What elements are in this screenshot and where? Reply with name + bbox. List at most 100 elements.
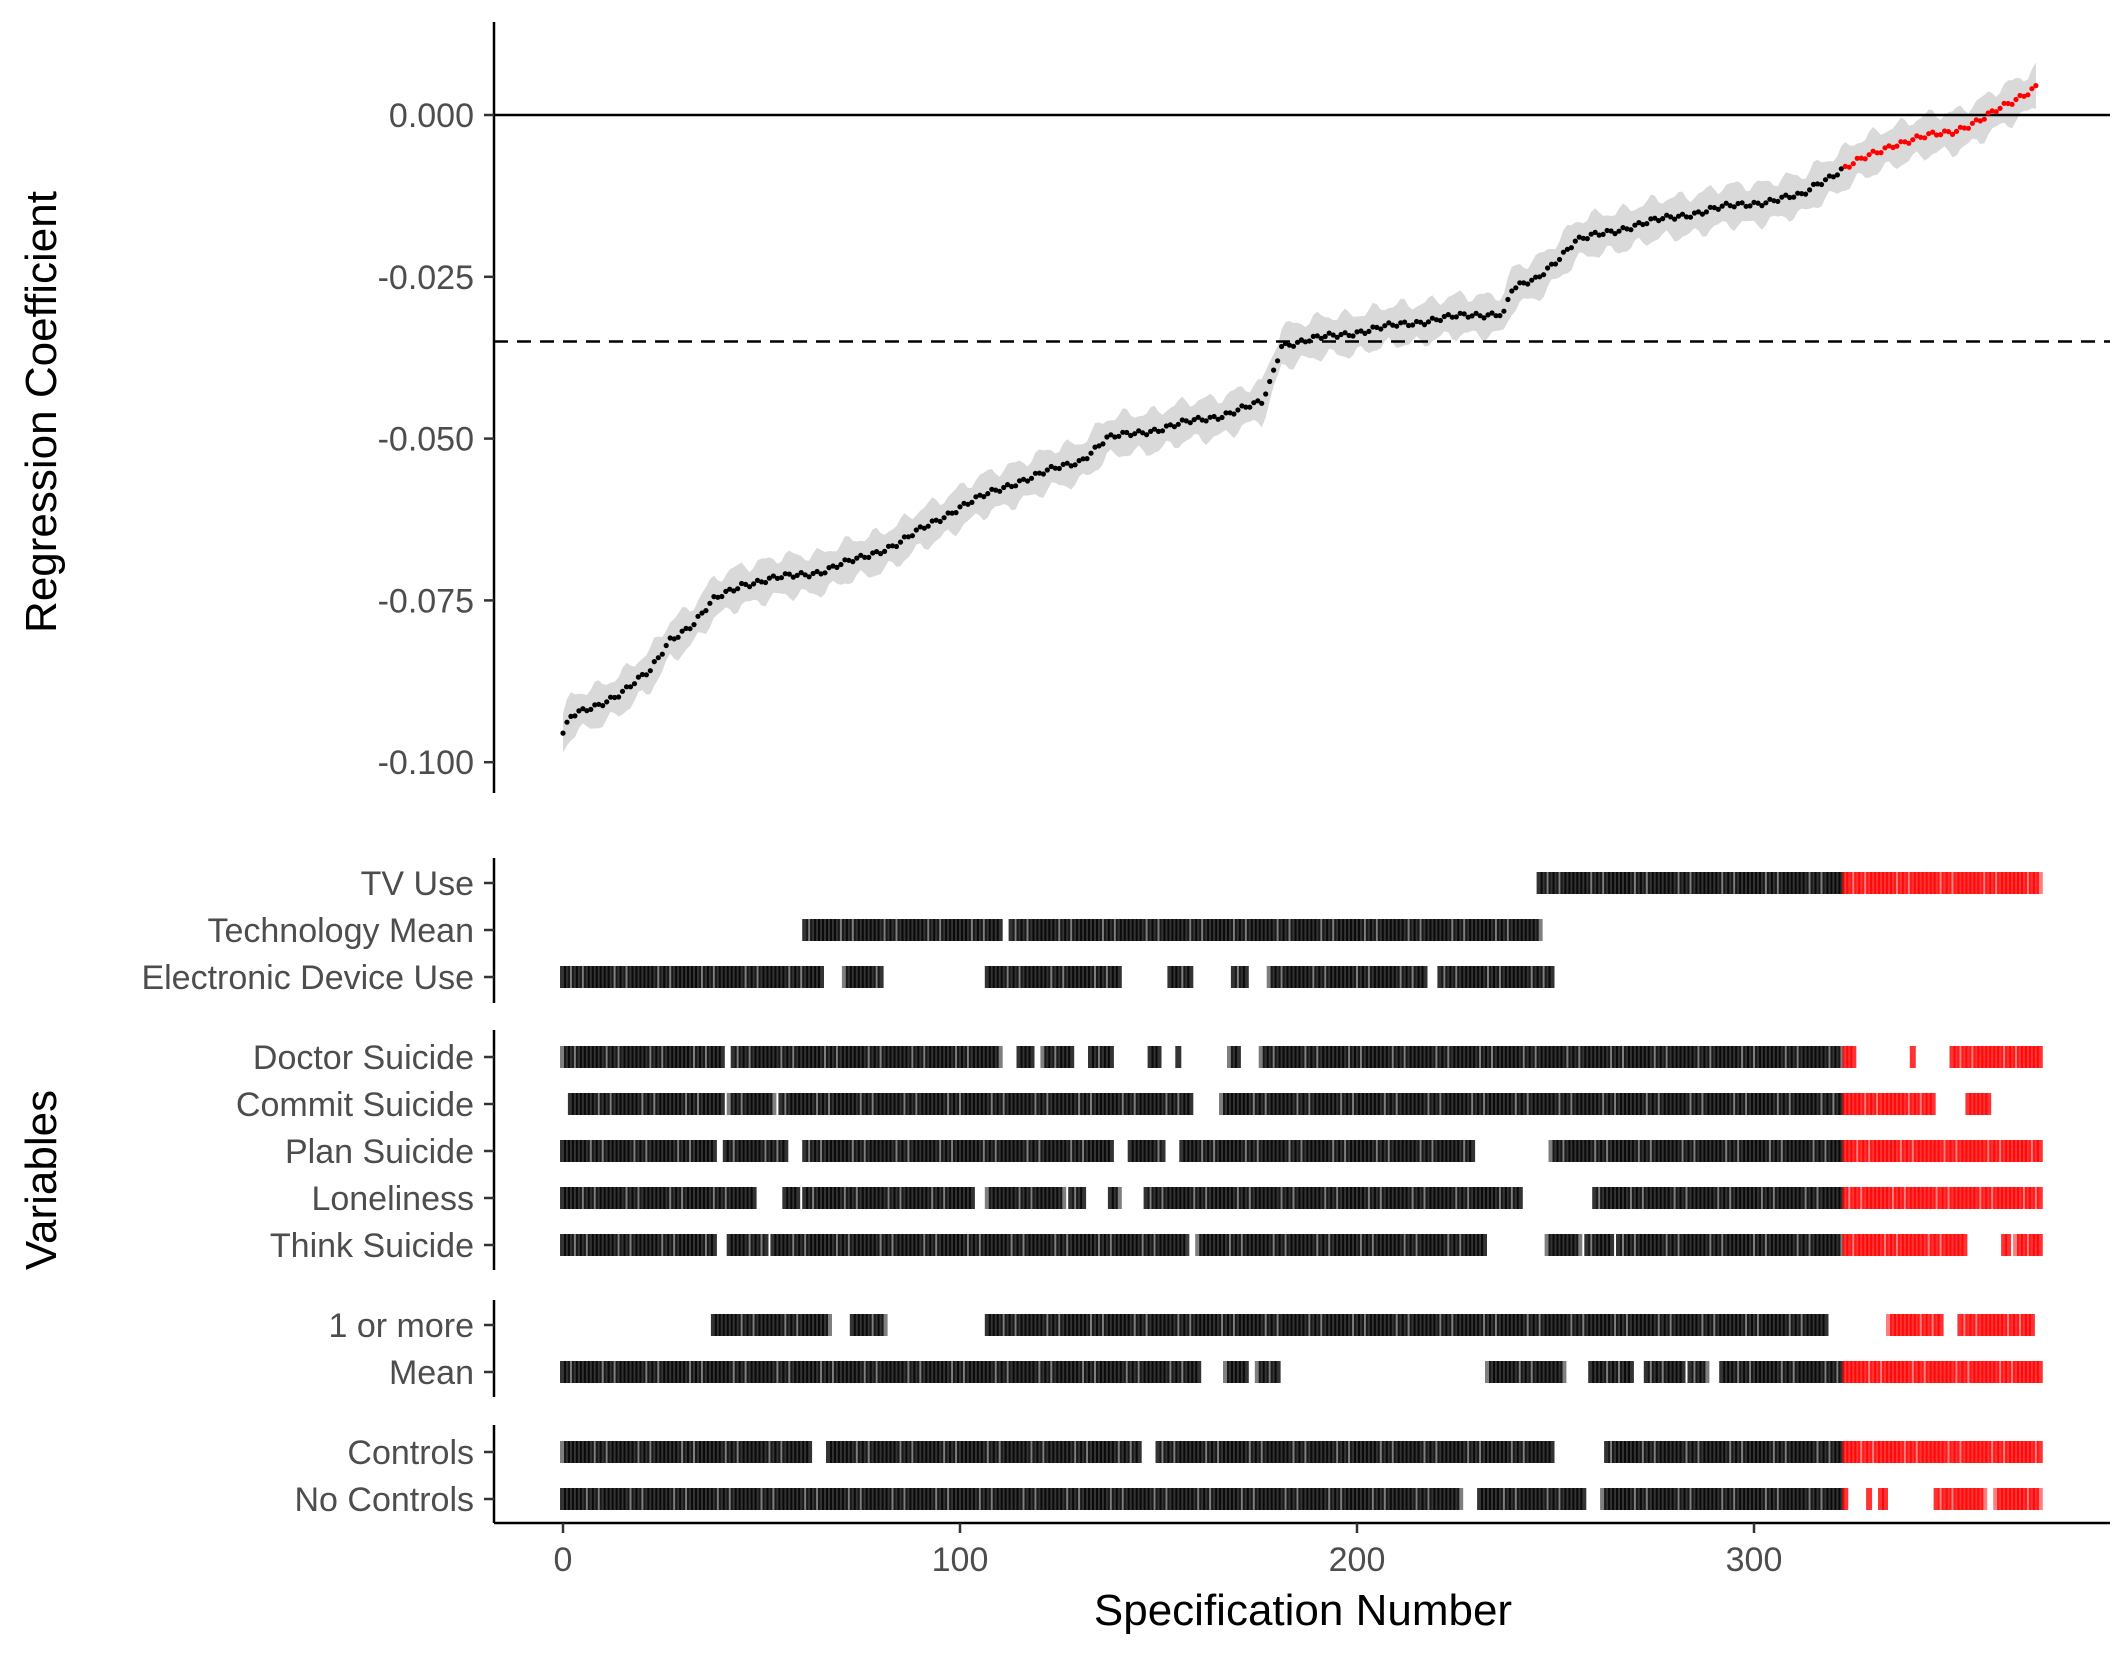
tile-mark — [778, 1441, 785, 1463]
x-tick-label: 0 — [554, 1541, 573, 1579]
tile-mark — [1794, 1441, 1801, 1463]
tile-mark — [714, 1187, 721, 1209]
tile-mark — [1409, 1488, 1416, 1510]
tile-mark — [1119, 1488, 1126, 1510]
tile-mark — [980, 1361, 987, 1383]
tile-mark — [1695, 1361, 1702, 1383]
tile-mark — [1064, 1046, 1071, 1068]
tile-mark — [2028, 1441, 2035, 1463]
tile-mark — [1461, 1093, 1468, 1115]
tile-mark — [1183, 1140, 1190, 1162]
tile-mark — [2024, 1046, 2031, 1068]
tile-mark — [1314, 1234, 1321, 1256]
tile-mark — [1818, 1140, 1825, 1162]
tile-mark — [1107, 1314, 1114, 1336]
tile-mark — [794, 1441, 801, 1463]
tile-mark — [1707, 1093, 1714, 1115]
tile-mark — [1909, 872, 1916, 894]
row-label: Commit Suicide — [236, 1086, 474, 1124]
tile-mark — [1234, 1046, 1241, 1068]
tile-mark — [1262, 919, 1269, 941]
tile-mark — [1743, 1187, 1750, 1209]
tile-mark — [1747, 1187, 1753, 1209]
tile-mark — [571, 1140, 578, 1162]
tile-mark — [1620, 1488, 1626, 1510]
tile-mark — [1659, 1361, 1666, 1383]
coefficient-point — [1664, 212, 1670, 218]
tile-mark — [611, 1441, 618, 1463]
tile-mark — [671, 1140, 678, 1162]
tile-mark — [1092, 966, 1098, 988]
tile-mark — [1659, 1093, 1666, 1115]
tile-mark — [571, 1488, 578, 1510]
tile-mark — [770, 1488, 777, 1510]
tile-mark — [1282, 1046, 1289, 1068]
tile-mark — [1639, 1046, 1646, 1068]
coefficient-point — [1751, 199, 1757, 205]
tile-mark — [853, 1314, 860, 1336]
tile-mark — [1882, 1234, 1888, 1256]
tile-mark — [1473, 1441, 1480, 1463]
tile-mark — [873, 1314, 880, 1336]
coefficient-point — [560, 730, 566, 736]
tile-mark — [802, 1046, 809, 1068]
tile-mark — [1552, 1488, 1559, 1510]
tile-mark — [1691, 1488, 1698, 1510]
coefficient-point — [1926, 131, 1932, 137]
tile-mark — [1457, 1187, 1464, 1209]
tile-mark — [1826, 1234, 1833, 1256]
tile-mark — [1155, 1361, 1162, 1383]
tile-mark — [853, 1093, 860, 1115]
tile-mark — [1866, 872, 1873, 894]
tile-mark — [1778, 1046, 1785, 1068]
tile-mark — [1532, 919, 1539, 941]
tile-mark — [968, 1361, 975, 1383]
tile-mark — [1731, 1187, 1738, 1209]
tile-mark — [1651, 1234, 1658, 1256]
tile-mark — [1500, 1361, 1507, 1383]
tile-mark — [1905, 872, 1912, 894]
tile-mark — [1909, 1187, 1916, 1209]
tile-mark — [1822, 1361, 1829, 1383]
tile-mark — [1159, 1234, 1166, 1256]
tile-mark — [992, 1441, 999, 1463]
tile-mark — [679, 1234, 686, 1256]
tile-mark — [1028, 1140, 1035, 1162]
coefficient-point — [1600, 231, 1606, 237]
tile-mark — [734, 1314, 741, 1336]
tile-mark — [968, 1441, 975, 1463]
tile-mark — [976, 1140, 983, 1162]
tile-mark — [1596, 872, 1603, 894]
tile-mark — [1508, 1314, 1515, 1336]
tile-mark — [1715, 1093, 1722, 1115]
tile-mark — [1766, 1488, 1773, 1510]
tile-mark — [1647, 1234, 1654, 1256]
tile-mark — [1516, 1093, 1523, 1115]
tile-mark — [1993, 1314, 2000, 1336]
coefficient-point — [1243, 404, 1249, 410]
tile-mark — [1882, 1187, 1888, 1209]
tile-mark — [1862, 872, 1869, 894]
tile-mark — [2009, 1140, 2016, 1162]
tile-mark — [1588, 872, 1595, 894]
tile-mark — [964, 1234, 971, 1256]
coefficient-point — [1870, 148, 1876, 154]
tile-mark — [659, 1234, 666, 1256]
tile-mark — [1608, 1314, 1615, 1336]
tile-mark — [1330, 1140, 1337, 1162]
tile-mark — [671, 1441, 678, 1463]
tile-mark — [1314, 1441, 1321, 1463]
tile-mark — [1044, 1488, 1051, 1510]
tile-mark — [826, 1361, 832, 1383]
tile-mark — [619, 1140, 626, 1162]
tile-mark — [1624, 1093, 1630, 1115]
tile-mark — [1973, 1187, 1980, 1209]
tile-mark — [953, 1046, 959, 1068]
tile-mark — [1862, 1093, 1869, 1115]
tile-mark — [639, 1093, 646, 1115]
tile-mark — [1929, 872, 1936, 894]
tile-mark — [1925, 1234, 1932, 1256]
tile-mark — [1679, 1046, 1686, 1068]
tile-mark — [1735, 1187, 1742, 1209]
tile-mark — [1647, 1488, 1654, 1510]
